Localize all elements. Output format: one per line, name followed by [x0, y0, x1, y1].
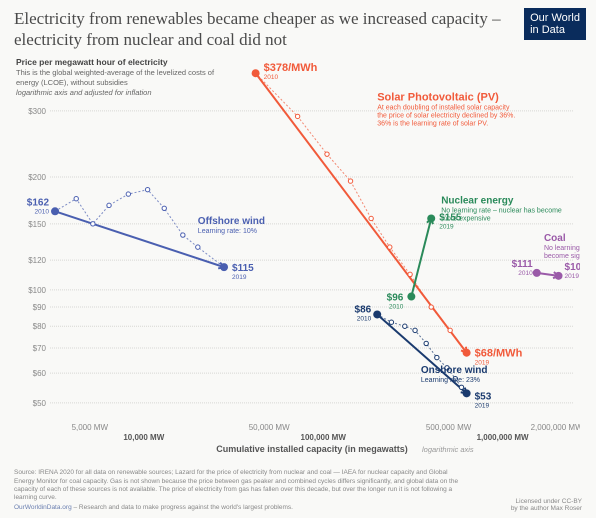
- logo-line2: in Data: [530, 24, 580, 36]
- svg-text:$100: $100: [28, 286, 46, 295]
- svg-text:1,000,000 MW: 1,000,000 MW: [477, 433, 529, 442]
- chart-svg: $50 $60 $70 $80 $90 $100 $120 $150 $200 $300 5,000…: [16, 60, 580, 458]
- svg-text:$53: $53: [475, 391, 492, 402]
- svg-text:36% is the learning rate of so: 36% is the learning rate of solar PV.: [377, 120, 488, 127]
- svg-text:50,000 MW: 50,000 MW: [249, 423, 290, 432]
- license-note: Licensed under CC-BY by the author Max R…: [511, 498, 582, 512]
- svg-text:At each doubling of installed: At each doubling of installed solar capa…: [377, 104, 510, 111]
- svg-text:$109: $109: [565, 262, 580, 273]
- svg-text:2,000,000 MW: 2,000,000 MW: [531, 423, 580, 432]
- svg-text:$115: $115: [232, 263, 254, 274]
- svg-text:100,000 MW: 100,000 MW: [301, 433, 347, 442]
- svg-text:2019: 2019: [475, 402, 490, 409]
- svg-text:2019: 2019: [565, 273, 580, 280]
- svg-text:Coal: Coal: [544, 233, 566, 244]
- svg-text:$162: $162: [27, 197, 50, 208]
- svg-text:No learning rate – coal has no: No learning rate – coal has not: [544, 245, 580, 252]
- license-l2: by the author Max Roser: [511, 505, 582, 512]
- tagline-site: OurWorldinData.org: [14, 504, 72, 511]
- svg-text:$150: $150: [28, 220, 46, 229]
- logo-line1: Our World: [530, 12, 580, 24]
- svg-text:$60: $60: [33, 369, 47, 378]
- svg-text:$111: $111: [512, 259, 534, 270]
- chart-title: Electricity from renewables became cheap…: [14, 8, 502, 51]
- svg-text:$378/MWh: $378/MWh: [264, 62, 318, 74]
- svg-text:2010: 2010: [389, 304, 404, 311]
- svg-text:Learning rate: 23%: Learning rate: 23%: [421, 377, 480, 384]
- svg-text:Offshore wind: Offshore wind: [198, 216, 265, 227]
- svg-text:500,000 MW: 500,000 MW: [426, 423, 472, 432]
- tagline-rest: – Research and data to make progress aga…: [72, 504, 293, 511]
- header: Electricity from renewables became cheap…: [14, 8, 582, 51]
- svg-text:2019: 2019: [439, 223, 454, 230]
- license-l1: Licensed under CC-BY: [511, 498, 582, 505]
- svg-text:10,000 MW: 10,000 MW: [123, 433, 164, 442]
- svg-text:$90: $90: [33, 303, 47, 312]
- plot-area: $50 $60 $70 $80 $90 $100 $120 $150 $200 $300 5,000…: [16, 60, 580, 458]
- svg-text:2019: 2019: [232, 274, 247, 281]
- svg-text:Learning rate: 10%: Learning rate: 10%: [198, 228, 257, 235]
- svg-text:Solar Photovoltaic (PV): Solar Photovoltaic (PV): [377, 91, 499, 103]
- svg-text:logarithmic axis: logarithmic axis: [422, 445, 474, 454]
- svg-text:Cumulative installed capacity: Cumulative installed capacity (in megawa…: [216, 444, 408, 454]
- owid-logo: Our World in Data: [524, 8, 586, 40]
- svg-text:more expensive: more expensive: [441, 215, 491, 222]
- svg-text:2010: 2010: [518, 270, 533, 277]
- svg-text:5,000 MW: 5,000 MW: [72, 423, 109, 432]
- chart-container: Electricity from renewables became cheap…: [0, 0, 596, 518]
- svg-text:Nuclear energy: Nuclear energy: [441, 195, 514, 206]
- svg-text:$68/MWh: $68/MWh: [475, 348, 523, 360]
- svg-text:2010: 2010: [357, 315, 372, 322]
- svg-text:become significantly cheaper: become significantly cheaper: [544, 253, 580, 260]
- svg-text:$120: $120: [28, 256, 46, 265]
- footer: Source: IRENA 2020 for all data on renew…: [14, 469, 582, 512]
- svg-text:$50: $50: [33, 399, 47, 408]
- svg-text:2010: 2010: [35, 208, 50, 215]
- source-note: Source: IRENA 2020 for all data on renew…: [14, 469, 462, 502]
- svg-text:$86: $86: [355, 304, 372, 315]
- svg-text:$300: $300: [28, 107, 46, 116]
- svg-text:$70: $70: [33, 344, 47, 353]
- svg-text:2010: 2010: [264, 74, 279, 81]
- svg-text:the price of solar electricity: the price of solar electricity declined …: [377, 112, 515, 119]
- svg-text:Onshore wind: Onshore wind: [421, 365, 488, 376]
- svg-text:$80: $80: [33, 322, 47, 331]
- svg-text:No learning rate – nuclear has: No learning rate – nuclear has become: [441, 207, 562, 214]
- svg-text:$96: $96: [387, 293, 404, 304]
- svg-text:$200: $200: [28, 173, 46, 182]
